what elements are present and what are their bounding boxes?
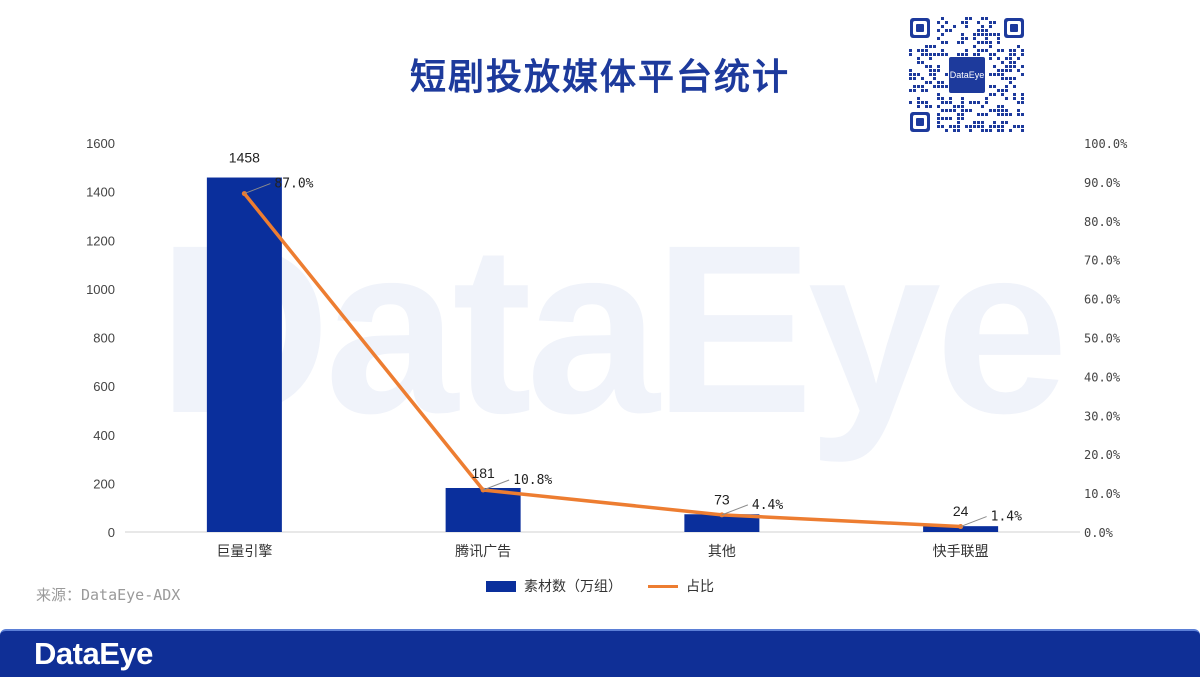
x-tick-label: 快手联盟 bbox=[933, 543, 989, 559]
legend-swatch-line bbox=[648, 584, 678, 588]
line-label-leader bbox=[960, 516, 987, 528]
x-tick-label: 腾讯广告 bbox=[455, 543, 511, 559]
legend-label-bars: 素材数（万组） bbox=[524, 579, 622, 595]
bar-4 bbox=[923, 526, 999, 532]
x-tick-label: 巨量引擎 bbox=[216, 543, 272, 559]
y-left-tick-label: 200 bbox=[93, 476, 115, 491]
y-right-tick-label: 100.0% bbox=[1084, 137, 1128, 151]
qr-center-label: DataEye bbox=[950, 70, 985, 80]
source-note: 来源：DataEye-ADX bbox=[36, 586, 181, 604]
y-right-tick-label: 80.0% bbox=[1084, 215, 1121, 229]
chart-title: 短剧投放媒体平台统计 bbox=[409, 57, 790, 98]
y-left-tick-label: 1600 bbox=[86, 136, 115, 151]
legend-swatch-bar bbox=[486, 580, 516, 592]
qr-code-icon: DataEye bbox=[908, 16, 1026, 134]
y-left-tick-label: 1400 bbox=[86, 185, 115, 200]
x-tick-label: 其他 bbox=[708, 543, 736, 559]
y-left-tick-label: 600 bbox=[93, 379, 115, 394]
y-right-tick-label: 10.0% bbox=[1084, 487, 1121, 501]
chart-legend: 素材数（万组） 占比 bbox=[0, 576, 1200, 596]
line-value-label: 10.8% bbox=[513, 473, 552, 488]
line-series-share bbox=[243, 192, 961, 529]
y-right-tick-label: 60.0% bbox=[1084, 293, 1121, 307]
line-value-label: 87.0% bbox=[274, 177, 313, 192]
footer-logo: DataEye bbox=[34, 636, 153, 671]
line-value-label: 1.4% bbox=[991, 510, 1022, 525]
y-right-tick-label: 70.0% bbox=[1084, 254, 1121, 268]
bar-value-label: 73 bbox=[714, 491, 730, 507]
line-value-label: 4.4% bbox=[752, 498, 783, 513]
y-right-tick-label: 50.0% bbox=[1084, 332, 1121, 346]
y-right-tick-label: 20.0% bbox=[1084, 448, 1121, 462]
y-left-tick-label: 0 bbox=[108, 525, 115, 540]
line-label-leader bbox=[244, 183, 271, 195]
y-left-tick-label: 1200 bbox=[86, 233, 115, 248]
y-right-tick-label: 30.0% bbox=[1084, 409, 1121, 423]
bar-value-label: 24 bbox=[953, 503, 969, 519]
y-left-tick-label: 1000 bbox=[86, 282, 115, 297]
y-left-tick-label: 800 bbox=[93, 331, 115, 346]
legend-item-bars: 素材数（万组） bbox=[486, 576, 622, 596]
line-label-leader bbox=[482, 479, 510, 491]
y-right-tick-label: 40.0% bbox=[1084, 370, 1121, 384]
footer-bar: DataEye bbox=[0, 629, 1200, 677]
bar-3 bbox=[684, 514, 760, 532]
combo-chart: DataEye 0 200 400 600 800 1000 1200 1400 1600 0.0… bbox=[86, 136, 1128, 559]
watermark-text: DataEye bbox=[157, 195, 1062, 463]
bar-1 bbox=[206, 177, 282, 532]
bar-2 bbox=[445, 487, 521, 532]
y-right-tick-label: 90.0% bbox=[1084, 176, 1121, 190]
bar-value-label: 181 bbox=[471, 465, 495, 481]
y-left-tick-label: 400 bbox=[93, 428, 115, 443]
line-point-1 bbox=[241, 191, 247, 197]
legend-label-line: 占比 bbox=[686, 579, 714, 595]
bar-value-label: 1458 bbox=[229, 150, 260, 166]
legend-item-line: 占比 bbox=[648, 576, 714, 596]
line-point-3 bbox=[719, 512, 725, 518]
y-right-tick-label: 0.0% bbox=[1084, 526, 1114, 540]
line-label-leader bbox=[721, 504, 749, 516]
